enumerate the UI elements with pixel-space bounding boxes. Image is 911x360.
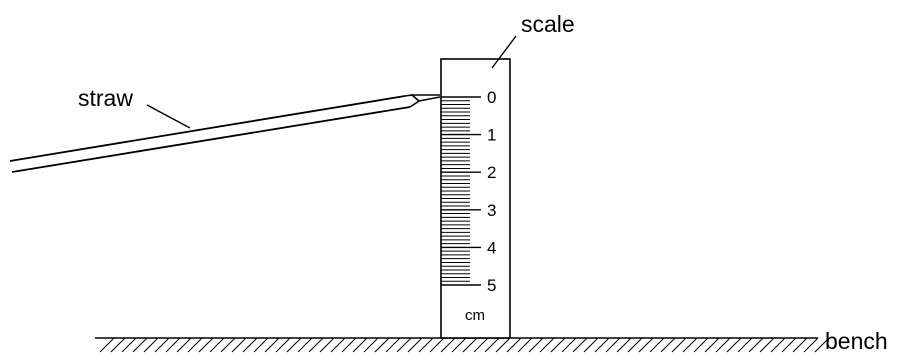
hatch-line xyxy=(594,337,610,353)
hatch-line xyxy=(319,337,335,353)
hatch-line xyxy=(550,337,566,353)
hatch-line xyxy=(605,337,621,353)
hatch-line xyxy=(638,337,654,353)
hatch-line xyxy=(165,337,181,353)
hatch-line xyxy=(121,337,137,353)
scale-number: 1 xyxy=(487,126,496,145)
hatch-line xyxy=(759,337,775,353)
hatch-line xyxy=(198,337,214,353)
bench-label: bench xyxy=(825,328,888,354)
hatch-line xyxy=(748,337,764,353)
hatch-line xyxy=(363,337,379,353)
hatch-line xyxy=(110,337,126,353)
hatch-line xyxy=(770,337,786,353)
hatch-line xyxy=(627,337,643,353)
hatch-line xyxy=(792,337,808,353)
hatch-line xyxy=(473,337,489,353)
hatch-line xyxy=(737,337,753,353)
scale-label: scale xyxy=(521,11,575,37)
hatch-line xyxy=(704,337,720,353)
hatch-line xyxy=(495,337,511,353)
hatch-line xyxy=(99,337,115,353)
hatch-line xyxy=(451,337,467,353)
hatch-line xyxy=(253,337,269,353)
hatch-line xyxy=(143,337,159,353)
hatch-line xyxy=(418,337,434,353)
hatch-line xyxy=(616,337,632,353)
hatch-line xyxy=(517,337,533,353)
hatch-line xyxy=(330,337,346,353)
hatch-line xyxy=(275,337,291,353)
scale-number: 5 xyxy=(487,276,496,295)
bench-hatching xyxy=(99,337,830,353)
scale-number: 4 xyxy=(487,238,496,257)
hatch-line xyxy=(572,337,588,353)
hatch-line xyxy=(660,337,676,353)
hatch-line xyxy=(187,337,203,353)
hatch-line xyxy=(539,337,555,353)
hatch-line xyxy=(693,337,709,353)
scale-leader xyxy=(491,35,517,69)
hatch-line xyxy=(154,337,170,353)
hatch-line xyxy=(583,337,599,353)
hatch-line xyxy=(814,337,830,353)
hatch-line xyxy=(242,337,258,353)
hatch-line xyxy=(264,337,280,353)
hatch-line xyxy=(176,337,192,353)
unit-label: cm xyxy=(465,307,485,324)
scale-number: 0 xyxy=(487,88,496,107)
straw-tip xyxy=(404,94,421,108)
hatch-line xyxy=(429,337,445,353)
hatch-line xyxy=(484,337,500,353)
hatch-line xyxy=(132,337,148,353)
hatch-line xyxy=(803,337,819,353)
hatch-line xyxy=(726,337,742,353)
hatch-line xyxy=(308,337,324,353)
scale-number: 2 xyxy=(487,163,496,182)
hatch-line xyxy=(715,337,731,353)
hatch-line xyxy=(374,337,390,353)
hatch-line xyxy=(385,337,401,353)
hatch-line xyxy=(209,337,225,353)
hatch-line xyxy=(286,337,302,353)
hatch-line xyxy=(682,337,698,353)
hatch-line xyxy=(352,337,368,353)
scale-ticks xyxy=(441,96,481,286)
hatch-line xyxy=(297,337,313,353)
scale-number: 3 xyxy=(487,201,496,220)
hatch-line xyxy=(396,337,412,353)
hatch-line xyxy=(671,337,687,353)
hatch-line xyxy=(462,337,478,353)
hatch-line xyxy=(407,337,423,353)
hatch-line xyxy=(440,337,456,353)
hatch-line xyxy=(220,337,236,353)
straw-leader xyxy=(146,104,191,129)
hatch-line xyxy=(561,337,577,353)
hatch-line xyxy=(781,337,797,353)
hatch-line xyxy=(649,337,665,353)
straw-pointer xyxy=(412,94,441,102)
scale-numbers: 0 1 2 3 4 5 xyxy=(487,88,496,295)
hatch-line xyxy=(528,337,544,353)
straw-label: straw xyxy=(78,85,133,111)
hatch-line xyxy=(231,337,247,353)
straw xyxy=(9,94,441,173)
hatch-line xyxy=(506,337,522,353)
hatch-line xyxy=(341,337,357,353)
